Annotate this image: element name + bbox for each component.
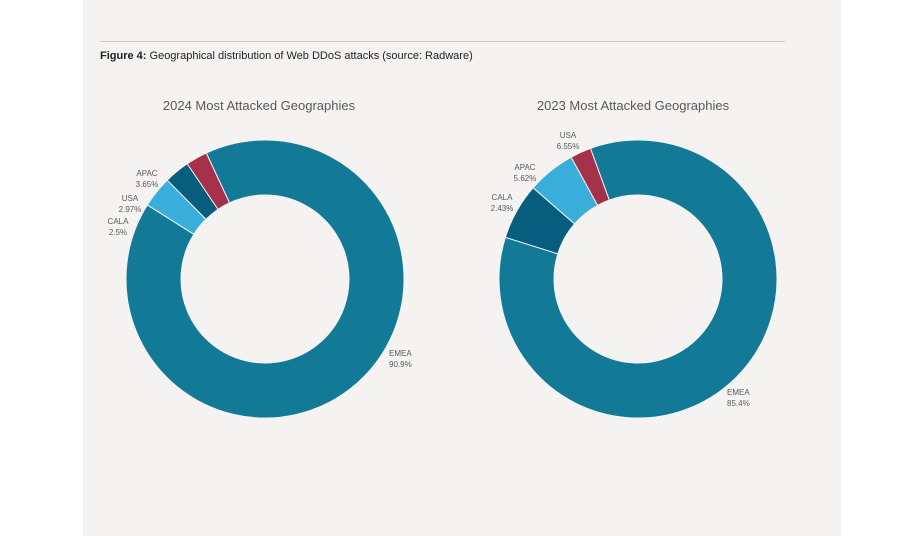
slice-label-emea: EMEA — [389, 349, 412, 358]
slice-value-cala: 2.43% — [491, 204, 514, 213]
slice-cala — [186, 152, 231, 211]
figure-caption: Figure 4: Geographical distribution of W… — [100, 50, 473, 62]
slice-value-usa: 6.55% — [557, 142, 580, 151]
slice-label-usa: USA — [122, 194, 139, 203]
divider — [100, 41, 785, 42]
figure-caption-text: Geographical distribution of Web DDoS at… — [149, 50, 473, 62]
slice-label-cala: CALA — [108, 217, 130, 226]
slice-value-emea: 90.9% — [389, 360, 412, 369]
slice-value-apac: 3.65% — [136, 180, 159, 189]
chart-title-2024: 2024 Most Attacked Geographies — [162, 98, 356, 113]
chart-title-2023: 2023 Most Attacked Geographies — [536, 98, 730, 113]
slice-label-emea: EMEA — [727, 388, 750, 397]
slice-value-emea: 85.4% — [727, 399, 750, 408]
slice-value-apac: 5.62% — [514, 174, 537, 183]
slice-value-cala: 2.5% — [109, 228, 127, 237]
slice-label-apac: APAC — [514, 163, 535, 172]
slice-emea — [498, 139, 778, 419]
report-page: Figure 4: Geographical distribution of W… — [83, 0, 841, 536]
slice-value-usa: 2.97% — [119, 205, 142, 214]
slice-emea — [125, 139, 405, 419]
slice-label-cala: CALA — [492, 193, 514, 202]
slice-label-apac: APAC — [136, 169, 157, 178]
slice-cala — [570, 147, 610, 207]
figure-label: Figure 4: — [100, 50, 147, 62]
slice-label-usa: USA — [560, 131, 577, 140]
